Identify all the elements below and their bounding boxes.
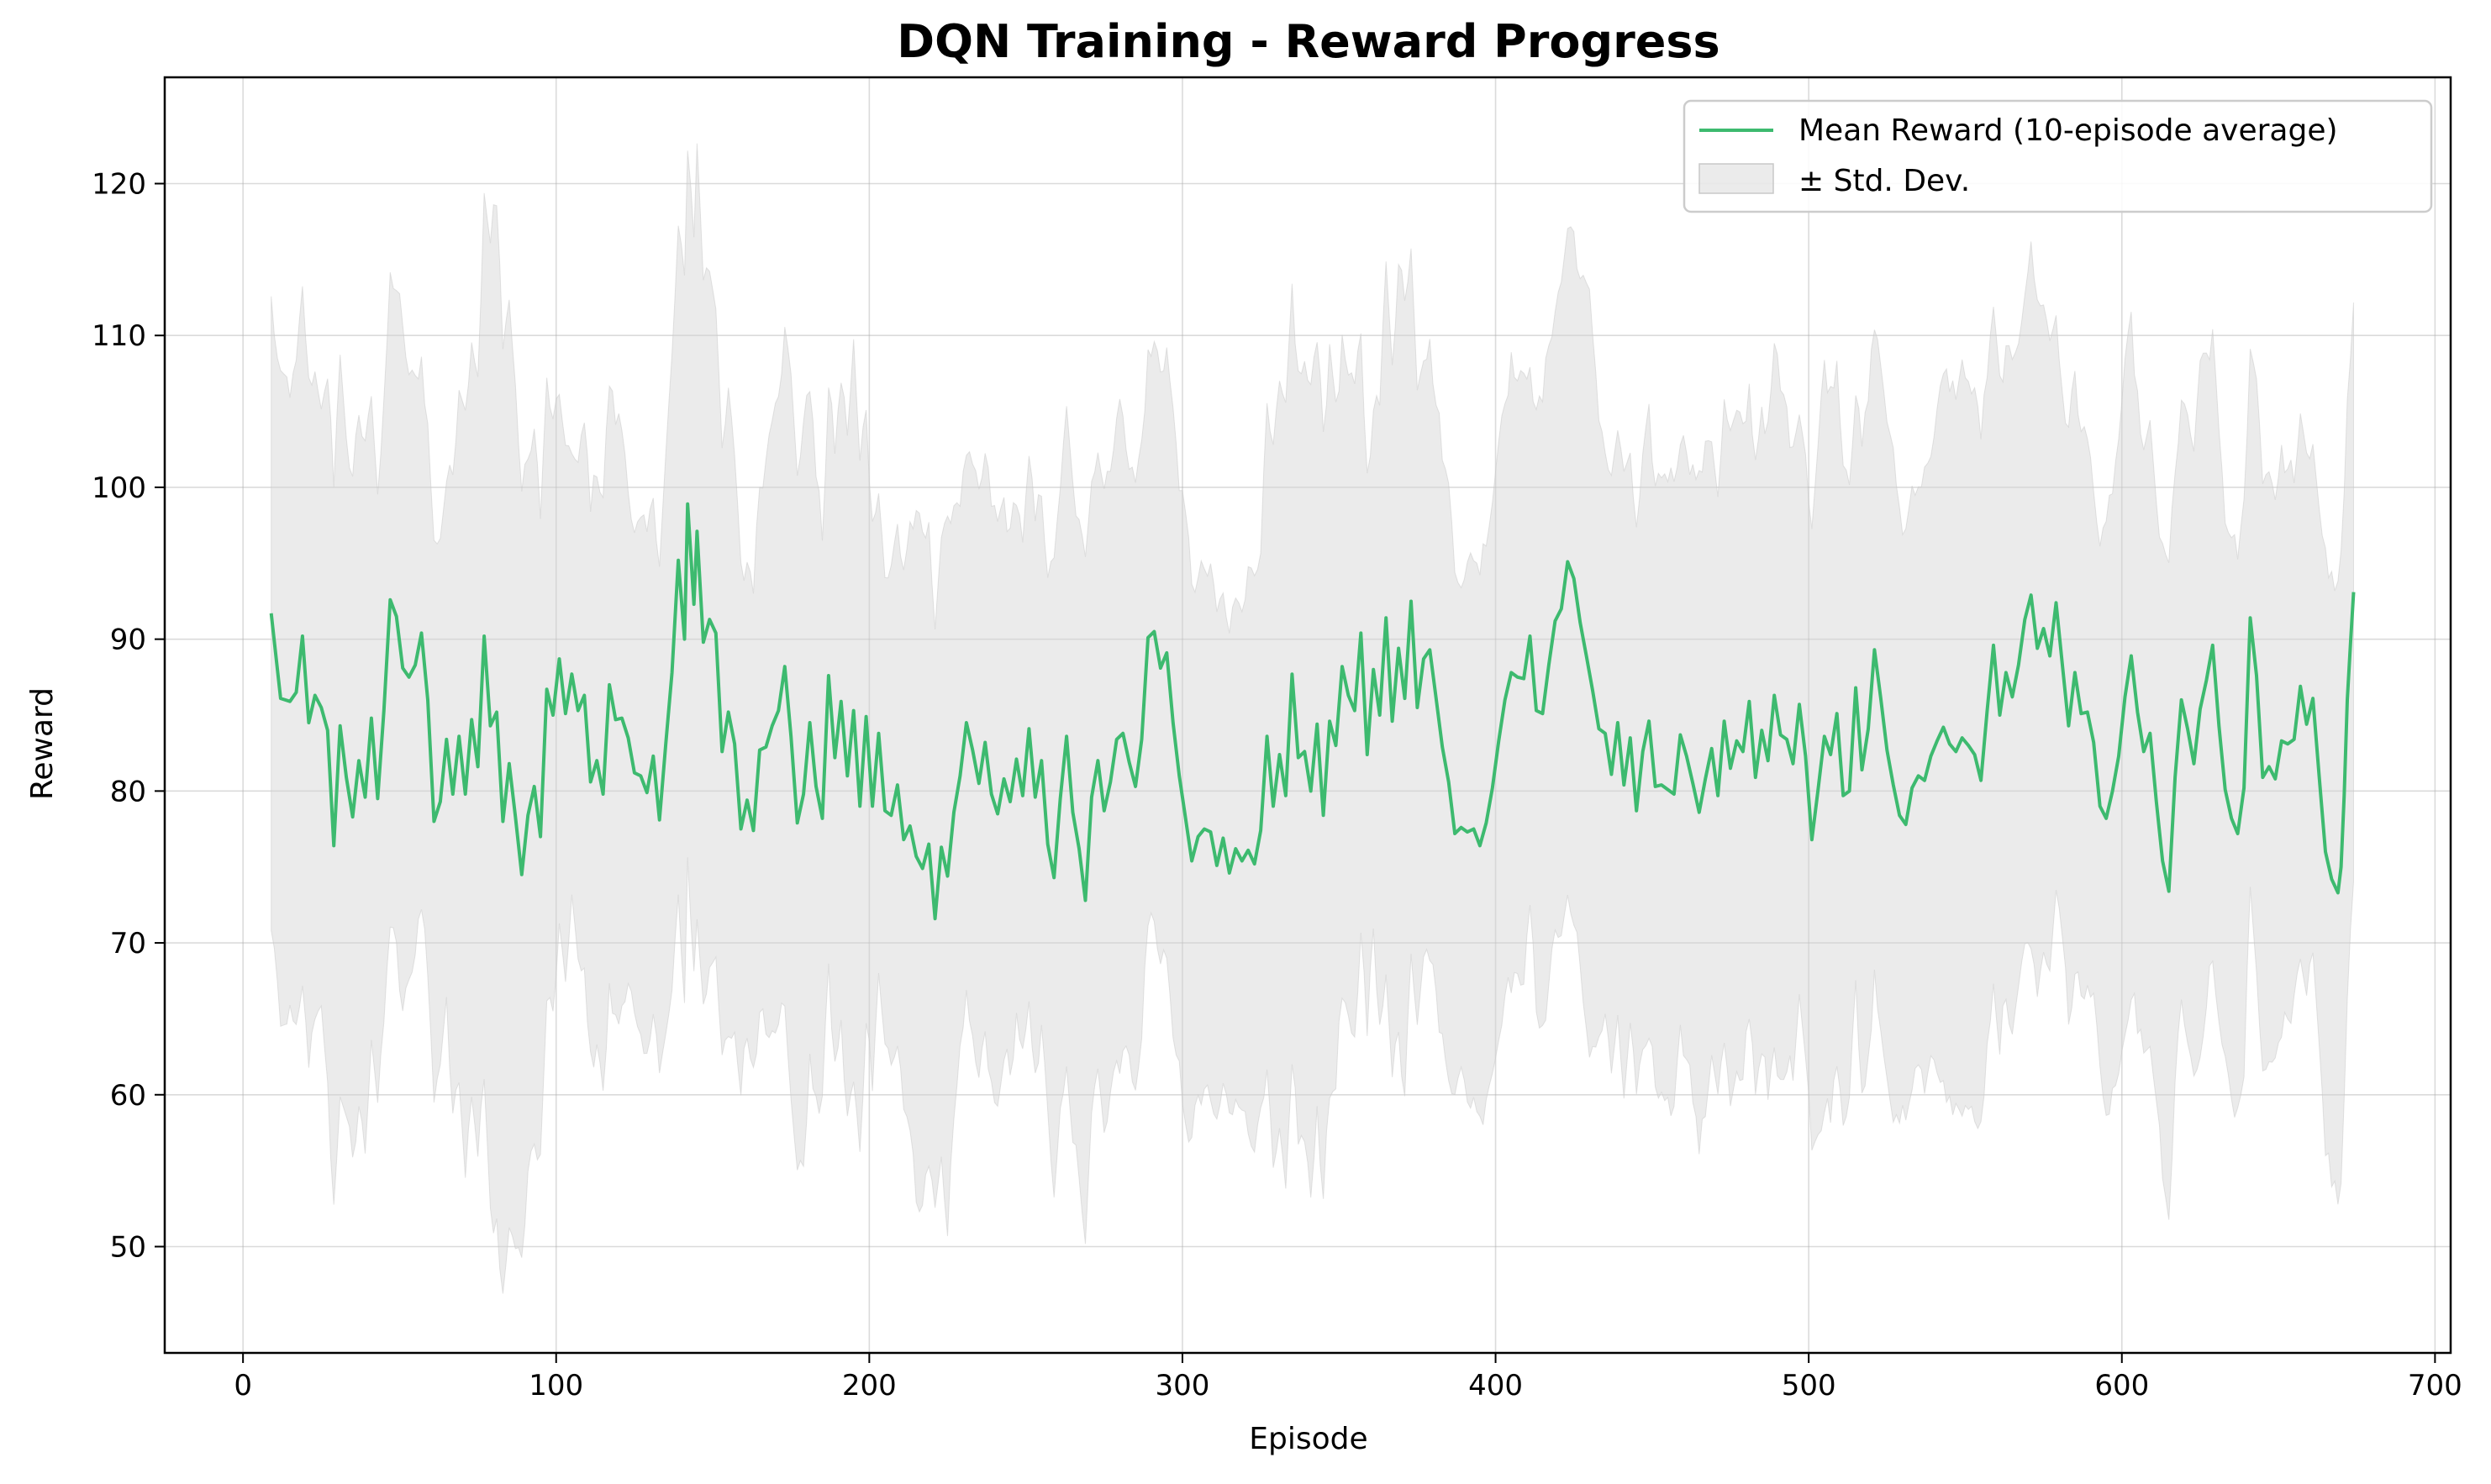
y-tick-label: 90 [110, 624, 146, 657]
y-tick-label: 120 [92, 168, 146, 202]
chart-title: DQN Training - Reward Progress [897, 15, 1719, 68]
legend-box [1683, 99, 2433, 213]
x-tick-label: 0 [234, 1369, 252, 1402]
x-tick-label: 200 [842, 1369, 897, 1402]
grid-lines [165, 77, 2451, 1353]
x-tick-label: 400 [1468, 1369, 1523, 1402]
y-tick-label: 100 [92, 471, 146, 505]
x-axis-label: Episode [1249, 1422, 1367, 1456]
x-tick-label: 600 [2094, 1369, 2149, 1402]
x-tick-label: 100 [529, 1369, 583, 1402]
x-tick-label: 500 [1782, 1369, 1836, 1402]
y-tick-label: 110 [92, 319, 146, 353]
y-tick-label: 80 [110, 775, 146, 808]
y-tick-label: 50 [110, 1231, 146, 1265]
legend-band-swatch [1698, 163, 1774, 194]
x-tick-label: 300 [1156, 1369, 1210, 1402]
legend-band-label: ± Std. Dev. [1798, 164, 1970, 198]
y-tick-label: 70 [110, 927, 146, 960]
y-tick-label: 60 [110, 1079, 146, 1113]
plot-frame [163, 76, 2452, 1355]
legend-mean-label: Mean Reward (10-episode average) [1798, 113, 2338, 148]
mean-reward-line [269, 502, 2356, 921]
x-tick-label: 700 [2408, 1369, 2462, 1402]
axis-ticks: 0 100 200 300 400 500 600 700 50 60 70 80 90 100 110 12… [92, 168, 2462, 1403]
legend: Mean Reward (10-episode average) ± Std. … [1683, 99, 2433, 213]
std-dev-band [271, 143, 2354, 1294]
y-axis-label: Reward [25, 687, 60, 800]
